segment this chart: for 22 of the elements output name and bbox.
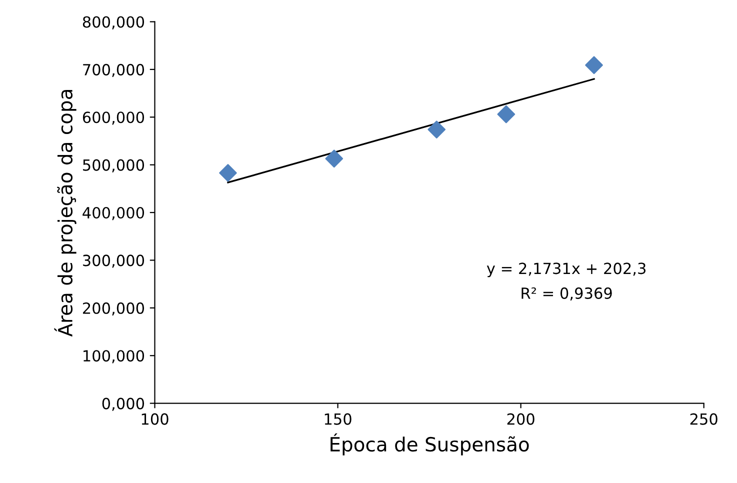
y-tick-label: 200,000 <box>82 302 144 316</box>
point <box>497 105 516 124</box>
annotation: R² = 0,9369 <box>522 287 612 301</box>
y-tick-label: 700,000 <box>83 64 144 78</box>
point <box>325 150 344 168</box>
x-tick-label: 150 <box>324 413 352 425</box>
y-tick-label: 800,000 <box>82 16 144 30</box>
point <box>585 56 603 74</box>
x-tick-label: 250 <box>690 413 718 425</box>
point <box>219 164 237 182</box>
point <box>428 120 446 138</box>
y-tick-label: 600,000 <box>82 112 144 125</box>
y-tick-label: 100,000 <box>84 350 144 364</box>
y-tick-label: 500,000 <box>83 159 144 172</box>
y-tick-label: 0,000 <box>102 398 144 411</box>
annotation: y = 2,1731x + 202,3 <box>486 262 646 278</box>
y-tick-label: 400,000 <box>82 206 144 220</box>
x-axis-title: Época de Suspensão <box>330 433 529 456</box>
x-tick-label: 100 <box>142 413 168 425</box>
y-axis-title: Área de projeção da copa <box>54 90 76 337</box>
x-tick-label: 200 <box>507 413 534 425</box>
y-tick-label: 300,000 <box>83 254 144 268</box>
